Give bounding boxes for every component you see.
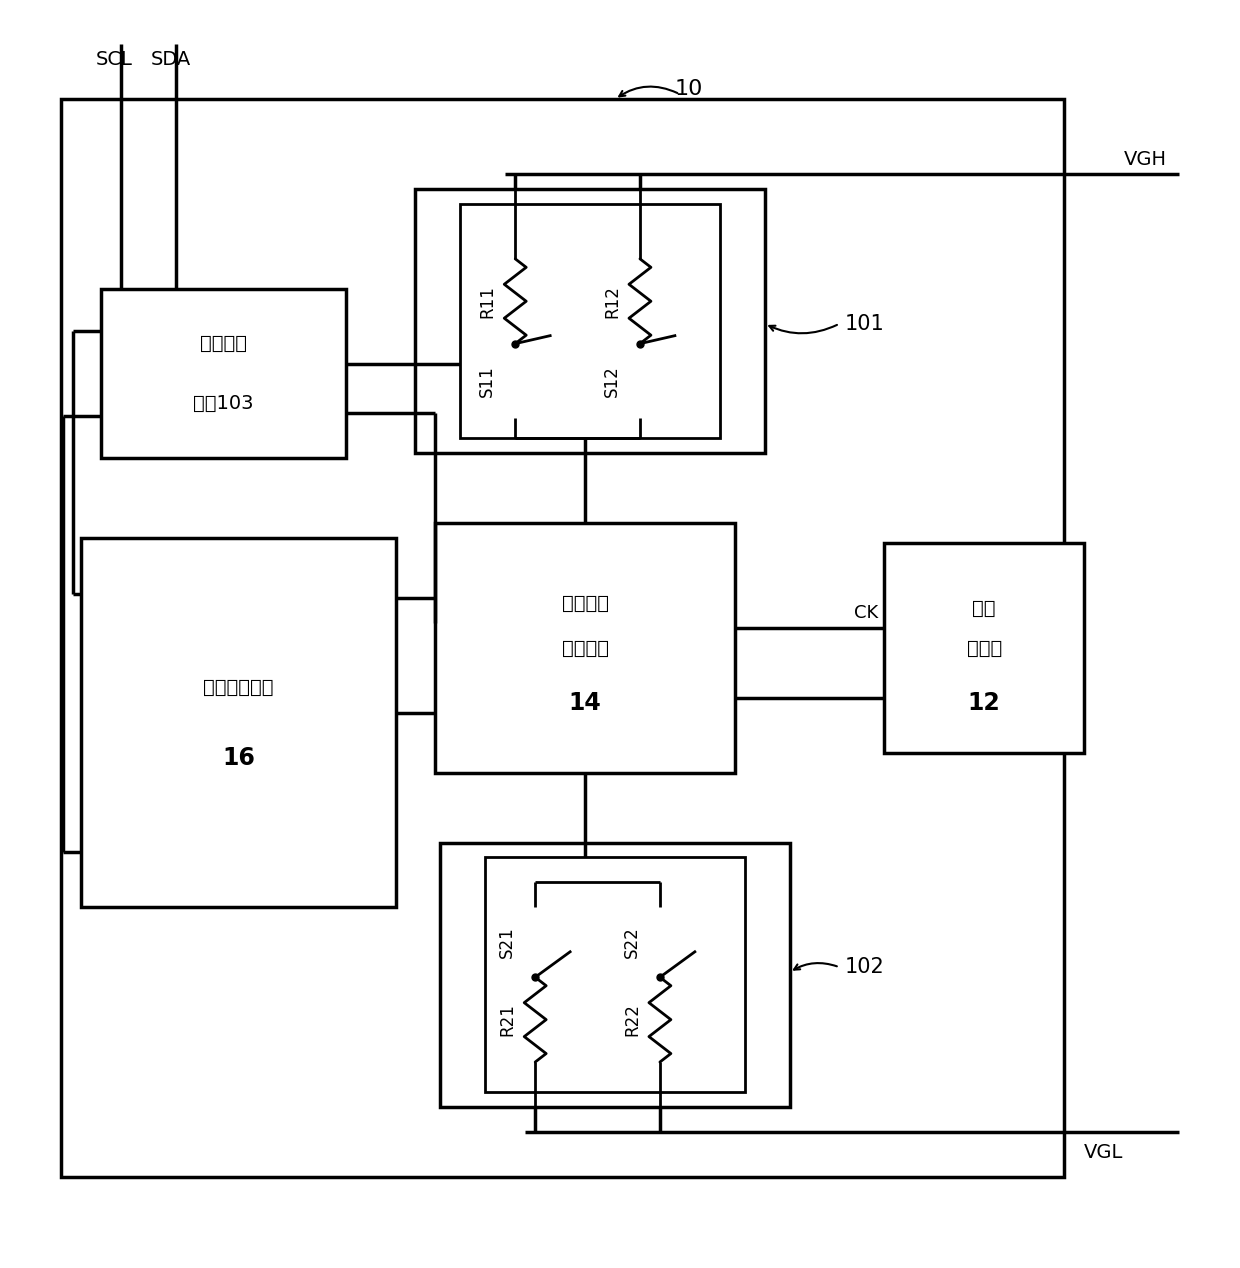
Text: S11: S11	[479, 365, 496, 397]
Text: SCL: SCL	[97, 51, 133, 70]
Bar	[440, 842, 790, 1107]
Text: R22: R22	[622, 1003, 641, 1036]
Text: 开关单元: 开关单元	[562, 639, 609, 658]
Text: 16: 16	[222, 746, 254, 770]
Bar	[435, 524, 735, 772]
Text: S21: S21	[498, 927, 516, 959]
Text: 输出信号: 输出信号	[562, 593, 609, 612]
Text: R21: R21	[498, 1003, 516, 1036]
Text: R11: R11	[479, 285, 496, 318]
Text: CK: CK	[854, 604, 879, 623]
Text: 10: 10	[675, 79, 703, 99]
Bar	[485, 857, 745, 1092]
Text: 总线控制: 总线控制	[200, 335, 247, 354]
Text: 101: 101	[844, 313, 884, 333]
Bar	[102, 289, 346, 459]
Text: 转换器: 转换器	[966, 639, 1002, 658]
Text: 模块103: 模块103	[193, 394, 254, 413]
Bar	[81, 538, 396, 908]
Text: S22: S22	[622, 927, 641, 959]
Bar	[61, 99, 1064, 1177]
Text: S12: S12	[603, 365, 621, 397]
Text: 12: 12	[967, 691, 1001, 715]
Text: 电平: 电平	[972, 598, 996, 618]
Text: SDA: SDA	[151, 51, 191, 70]
Text: VGL: VGL	[1084, 1142, 1123, 1161]
Bar	[884, 543, 1084, 753]
Text: 102: 102	[844, 957, 884, 978]
Text: VGH: VGH	[1123, 150, 1167, 169]
Text: 开关控制模块: 开关控制模块	[203, 678, 274, 697]
Text: R12: R12	[603, 285, 621, 318]
Bar	[460, 204, 719, 439]
Bar	[415, 189, 765, 454]
Text: 14: 14	[569, 691, 601, 715]
